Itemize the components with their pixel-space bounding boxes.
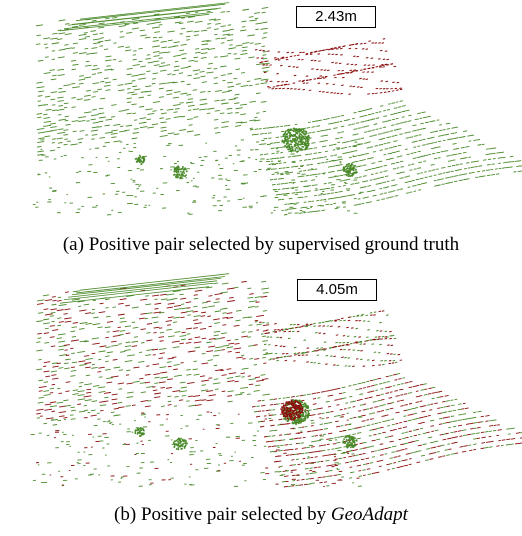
point-cloud-a bbox=[32, 2, 522, 216]
distance-label-a: 2.43m bbox=[296, 6, 376, 28]
caption-b-text: (b) Positive pair selected by bbox=[114, 504, 331, 525]
caption-a: (a) Positive pair selected by supervised… bbox=[0, 234, 522, 256]
point-cloud-b bbox=[30, 273, 522, 488]
caption-b: (b) Positive pair selected by GeoAdapt bbox=[0, 504, 522, 526]
panel-a: 2.43m (a) Positive pair selected by supe… bbox=[0, 2, 522, 256]
distance-label-b: 4.05m bbox=[297, 279, 377, 301]
caption-a-text: (a) Positive pair selected by supervised… bbox=[62, 234, 460, 255]
caption-b-method: GeoAdapt bbox=[330, 504, 408, 525]
panel-b: 4.05m (b) Positive pair selected by GeoA… bbox=[0, 272, 522, 536]
